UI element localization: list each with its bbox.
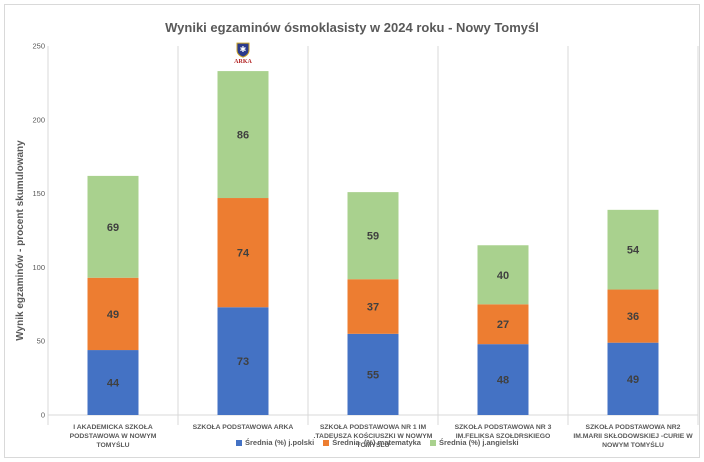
data-label: 86: [237, 130, 249, 142]
x-tick-label: NOWYM TOMYŚLU: [602, 440, 664, 449]
arka-logo: ✱ ARKA: [234, 42, 252, 65]
y-tick-label: 100: [32, 263, 45, 272]
data-label: 27: [497, 319, 509, 331]
logo-shield-icon: [236, 42, 250, 58]
bar-segment: [477, 304, 529, 345]
bar-segment: [347, 192, 399, 280]
y-tick-label: 200: [32, 115, 45, 124]
x-tick-label: .TADEUSZA KOŚCIUSZKI W NOWYM: [314, 431, 433, 440]
data-label: 54: [627, 245, 640, 257]
x-tick-label: SZKOŁA PODSTAWOWA ARKA: [193, 424, 294, 431]
bar-segment: [87, 350, 139, 415]
legend-swatch-polski: [236, 439, 242, 446]
legend-label-matematyka: Średnia (%) matematyka: [332, 438, 421, 447]
data-label: 55: [367, 369, 379, 381]
data-label: 74: [237, 248, 250, 260]
chart-title: Wyniki egzaminów ósmoklasisty w 2024 rok…: [165, 20, 539, 35]
x-tick-label: TOMYŚLU: [96, 440, 129, 449]
bar-segment: [217, 198, 269, 308]
x-tick-label: TOMYŚLU: [356, 440, 389, 449]
data-label: 49: [107, 309, 119, 321]
data-label: 69: [107, 222, 119, 234]
data-label: 59: [367, 231, 379, 243]
bar-segment: [347, 279, 399, 334]
legend-item-matematyka: Średnia (%) matematyka: [323, 438, 421, 447]
y-tick-label: 0: [41, 411, 45, 420]
bar-segment: [347, 333, 399, 415]
y-tick-label: 250: [32, 42, 45, 51]
legend-label-polski: Średnia (%) j.polski: [245, 438, 315, 447]
logo-text: ARKA: [234, 59, 252, 65]
x-tick-label: SZKOŁA PODSTAWOWA NR 3: [455, 424, 552, 431]
x-tick-label: SZKOŁA PODSTAWOWA NR 1 IM: [320, 424, 427, 431]
x-tick-label: SZKOŁA PODSTAWOWA NR2: [586, 424, 681, 431]
legend-swatch-angielski: [429, 439, 436, 446]
bar-segment: [217, 307, 269, 415]
bar-segment: [87, 277, 139, 351]
data-label: 37: [367, 302, 379, 314]
data-label: 44: [107, 378, 120, 390]
x-tick-label: PODSTAWOWA W NOWYM: [70, 433, 157, 440]
bar-segment: [607, 342, 659, 415]
x-tick-label: I AKADEMICKA SZKOŁA: [73, 424, 153, 431]
legend-item-angielski: Średnia (%) j.angielski: [429, 438, 519, 447]
y-tick-label: 50: [37, 337, 45, 346]
data-label: 73: [237, 356, 249, 368]
bar-segment: [87, 175, 139, 278]
bar-segment: [217, 71, 269, 199]
legend-label-angielski: Średnia (%) j.angielski: [438, 438, 519, 447]
bar-segment: [607, 289, 659, 343]
x-tick-label: IM.FELIKSA SZOŁDRSKIEGO: [456, 433, 551, 440]
bar-segment: [477, 344, 529, 415]
legend-swatch-matematyka: [323, 439, 330, 446]
legend-item-polski: Średnia (%) j.polski: [236, 438, 314, 447]
y-tick-label: 150: [32, 189, 45, 198]
y-axis-label: Wynik egzaminów - procent skumulowany: [15, 140, 26, 341]
data-label: 49: [627, 374, 639, 386]
data-label: 36: [627, 311, 639, 323]
x-tick-label: IM.MARII SKŁODOWSKIEJ -CURIE W: [573, 433, 693, 440]
data-label: 48: [497, 375, 509, 387]
bar-segment: [477, 245, 529, 305]
bar-segment: [607, 209, 659, 290]
logo-star-icon: ✱: [240, 45, 247, 54]
chart-legend: Średnia (%) j.polski Średnia (%) matemat…: [236, 438, 519, 447]
data-label: 40: [497, 270, 509, 282]
